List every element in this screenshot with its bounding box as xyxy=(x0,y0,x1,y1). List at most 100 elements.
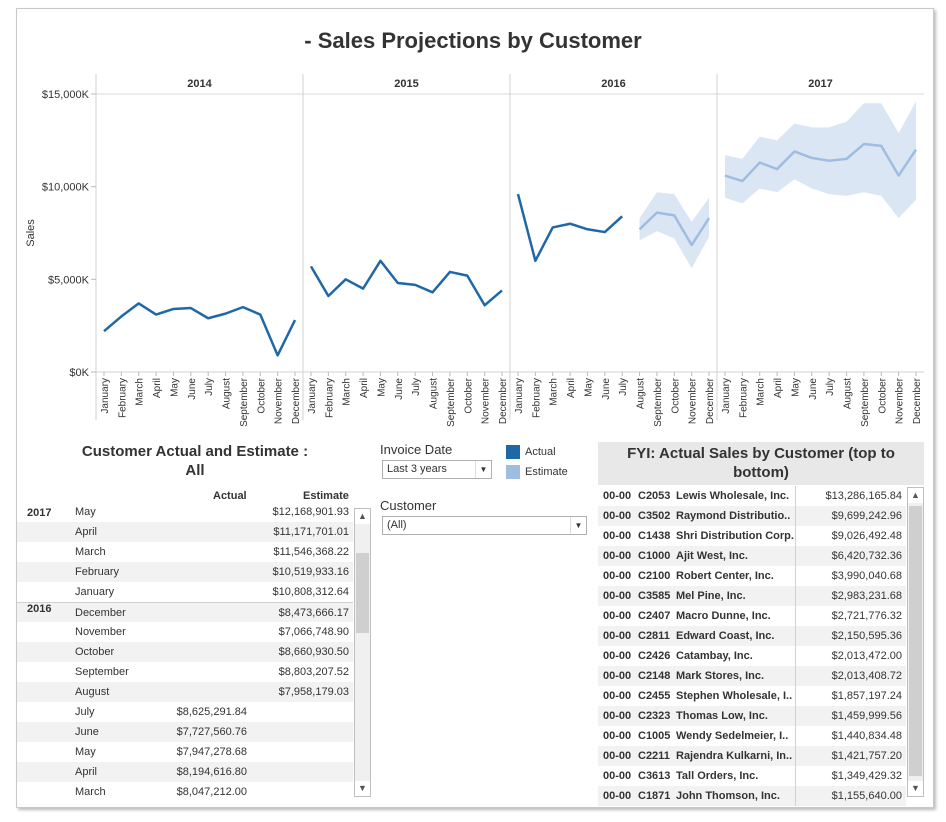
table-row[interactable]: August $7,958,179.03 xyxy=(17,682,353,702)
left-table-subtitle: All xyxy=(185,462,205,479)
customer-code: C2455 xyxy=(638,690,671,702)
table-row[interactable]: November $7,066,748.90 xyxy=(17,622,353,642)
x-tick-label: August xyxy=(429,378,440,409)
x-tick-label: February xyxy=(324,378,335,418)
table-row[interactable]: 00-00 C2426 Catambay, Inc. $2,013,472.00 xyxy=(598,646,906,666)
x-tick-label: November xyxy=(274,377,285,424)
table-row[interactable]: 00-00 C1000 Ajit West, Inc. $6,420,732.36 xyxy=(598,546,906,566)
column-divider xyxy=(795,606,796,626)
x-tick-label: March xyxy=(549,378,560,406)
table-row[interactable]: 00-00 C2407 Macro Dunne, Inc. $2,721,776.32 xyxy=(598,606,906,626)
x-tick-label: June xyxy=(394,378,405,400)
row-month: February xyxy=(75,566,120,578)
x-tick-label: July xyxy=(204,378,215,396)
table-row[interactable]: 00-00 C1005 Wendy Sedelmeier, I.. $1,440,83… xyxy=(598,726,906,746)
y-tick-label: $5,000K xyxy=(48,274,90,286)
customer-name: Thomas Low, Inc. xyxy=(676,710,768,722)
customer-code: C2148 xyxy=(638,670,671,682)
table-row[interactable]: February $10,519,933.16 xyxy=(17,562,353,582)
row-actual: $7,947,278.68 xyxy=(176,746,247,758)
customer-sales: $1,440,834.48 xyxy=(831,730,902,742)
column-divider xyxy=(795,586,796,606)
customer-code: C2407 xyxy=(638,610,671,622)
customer-code: C2323 xyxy=(638,710,671,722)
table-row[interactable]: May $7,947,278.68 xyxy=(17,742,353,762)
scroll-down-icon[interactable]: ▼ xyxy=(355,781,370,796)
column-divider xyxy=(795,546,796,566)
customer-code: C2211 xyxy=(638,750,670,762)
row-month: April xyxy=(75,766,98,778)
table-row[interactable]: March $8,047,212.00 xyxy=(17,782,353,802)
table-row[interactable]: July $8,625,291.84 xyxy=(17,702,353,722)
column-divider xyxy=(795,646,796,666)
customer-sales: $1,857,197.24 xyxy=(831,690,902,702)
customer-sales: $1,459,999.56 xyxy=(831,710,902,722)
customer-name: Mark Stores, Inc. xyxy=(676,670,765,682)
left-table-scrollbar[interactable]: ▲ ▼ xyxy=(354,508,371,797)
row-estimate: $8,473,666.17 xyxy=(278,607,349,619)
chevron-down-icon[interactable]: ▼ xyxy=(570,517,586,534)
x-tick-label: June xyxy=(601,378,612,400)
row-month: November xyxy=(75,626,126,638)
customer-sales: $13,286,165.84 xyxy=(825,490,902,502)
table-row[interactable]: April $8,194,616.80 xyxy=(17,762,353,782)
row-month: August xyxy=(75,686,110,698)
x-tick-label: July xyxy=(411,378,422,396)
table-row[interactable]: May $12,168,901.93 xyxy=(17,502,353,522)
fyi-table-scrollbar[interactable]: ▲ ▼ xyxy=(907,487,924,797)
legend-estimate-swatch xyxy=(506,465,520,479)
table-row[interactable]: April $11,171,701.01 xyxy=(17,522,353,542)
scroll-up-icon[interactable]: ▲ xyxy=(908,488,923,503)
invoice-date-label: Invoice Date xyxy=(380,442,453,457)
table-row[interactable]: 00-00 C2455 Stephen Wholesale, I.. $1,857,1… xyxy=(598,686,906,706)
column-divider xyxy=(795,726,796,746)
customer-prefix: 00-00 xyxy=(603,610,632,622)
x-tick-label: November xyxy=(688,377,699,424)
table-row[interactable]: 00-00 C3502 Raymond Distributio.. $9,699,24… xyxy=(598,506,906,526)
table-row[interactable]: September $8,803,207.52 xyxy=(17,662,353,682)
y-tick-label: $0K xyxy=(69,367,89,379)
customer-sales: $1,349,429.32 xyxy=(831,770,902,782)
customer-code: C2811 xyxy=(638,630,670,642)
year-header: 2014 xyxy=(187,78,212,90)
x-tick-label: March xyxy=(756,378,767,406)
chevron-down-icon[interactable]: ▼ xyxy=(475,461,491,478)
row-estimate: $10,519,933.16 xyxy=(272,566,349,578)
scroll-down-icon[interactable]: ▼ xyxy=(908,781,923,796)
column-divider xyxy=(795,566,796,586)
x-tick-label: January xyxy=(721,378,732,414)
customer-code: C1438 xyxy=(638,530,671,542)
table-row[interactable]: 00-00 C2211 Rajendra Kulkarni, In.. $1,421,… xyxy=(598,746,906,766)
customer-select[interactable]: (All) ▼ xyxy=(382,516,587,535)
table-row[interactable]: 00-00 C3585 Mel Pine, Inc. $2,983,231.68 xyxy=(598,586,906,606)
customer-name: Tall Orders, Inc. xyxy=(676,770,759,782)
customer-code: C1005 xyxy=(638,730,671,742)
x-tick-label: April xyxy=(566,378,577,398)
table-row[interactable]: 00-00 C1871 John Thomson, Inc. $1,155,640.0… xyxy=(598,786,906,806)
table-row[interactable]: December $8,473,666.17 xyxy=(17,602,353,622)
table-row[interactable]: 00-00 C2053 Lewis Wholesale, Inc. $13,286,1… xyxy=(598,486,906,506)
row-estimate: $7,066,748.90 xyxy=(278,626,349,638)
customer-code: C2053 xyxy=(638,490,671,502)
customer-sales: $9,699,242.96 xyxy=(831,510,902,522)
customer-sales: $3,990,040.68 xyxy=(831,570,902,582)
scroll-thumb[interactable] xyxy=(356,553,369,633)
invoice-date-select[interactable]: Last 3 years ▼ xyxy=(382,460,492,479)
customer-sales: $2,013,472.00 xyxy=(831,650,902,662)
scroll-up-icon[interactable]: ▲ xyxy=(355,509,370,524)
table-row[interactable]: 00-00 C2323 Thomas Low, Inc. $1,459,999.56 xyxy=(598,706,906,726)
table-row[interactable]: 00-00 C2100 Robert Center, Inc. $3,990,040.… xyxy=(598,566,906,586)
x-tick-label: July xyxy=(618,378,629,396)
table-row[interactable]: June $7,727,560.76 xyxy=(17,722,353,742)
table-row[interactable]: 00-00 C2148 Mark Stores, Inc. $2,013,408.72 xyxy=(598,666,906,686)
scroll-thumb[interactable] xyxy=(909,506,922,776)
year-header: 2016 xyxy=(601,78,625,90)
table-row[interactable]: 00-00 C3613 Tall Orders, Inc. $1,349,429.32 xyxy=(598,766,906,786)
x-tick-label: April xyxy=(359,378,370,398)
table-row[interactable]: March $11,546,368.22 xyxy=(17,542,353,562)
table-row[interactable]: 00-00 C2811 Edward Coast, Inc. $2,150,595.3… xyxy=(598,626,906,646)
x-tick-label: August xyxy=(843,378,854,409)
table-row[interactable]: January $10,808,312.64 xyxy=(17,582,353,602)
table-row[interactable]: October $8,660,930.50 xyxy=(17,642,353,662)
table-row[interactable]: 00-00 C1438 Shri Distribution Corp. $9,026,… xyxy=(598,526,906,546)
